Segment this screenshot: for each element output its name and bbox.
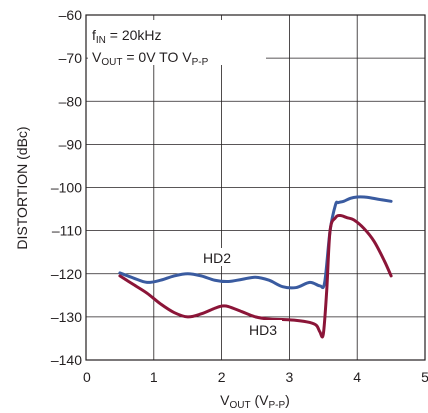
y-tick-label: –100	[51, 180, 82, 196]
annotation-background	[88, 20, 266, 65]
annotation-vout: VOUT = 0V TO VP-P	[92, 49, 209, 68]
chart-grid	[85, 14, 426, 361]
x-axis-label: VOUT (VP-P)	[220, 392, 290, 411]
x-tick-label: 0	[83, 369, 91, 385]
series-line-hd2	[118, 195, 393, 290]
y-tick-label: –110	[52, 223, 82, 239]
y-tick-labels: –140 –130 –120 –110 –100 –90 –80 –70 –60	[51, 7, 82, 368]
x-tick-label: 2	[218, 369, 226, 385]
hd3-label-background	[246, 320, 282, 338]
x-tick-label: 3	[286, 369, 294, 385]
y-tick-label: –70	[59, 50, 83, 66]
y-tick-label: –80	[59, 93, 83, 109]
chart-series	[118, 195, 393, 339]
y-tick-label: –60	[59, 7, 83, 23]
y-tick-label: –140	[51, 352, 82, 368]
x-tick-label: 5	[421, 369, 428, 385]
x-tick-label: 4	[353, 369, 361, 385]
series-line-hd3	[118, 214, 393, 339]
y-tick-label: –90	[59, 136, 83, 152]
annotation-fin: fIN = 20kHz	[92, 27, 162, 46]
y-axis-label: DISTORTION (dBc)	[14, 126, 30, 249]
hd2-label-background	[200, 248, 236, 266]
series-label-hd3: HD3	[249, 322, 277, 338]
y-tick-label: –130	[51, 309, 82, 325]
x-tick-label: 1	[150, 369, 158, 385]
x-tick-labels: 0 1 2 3 4 5	[83, 369, 428, 385]
plot-frame	[85, 14, 426, 361]
series-label-hd2: HD2	[203, 250, 231, 266]
y-tick-label: –120	[51, 266, 82, 282]
